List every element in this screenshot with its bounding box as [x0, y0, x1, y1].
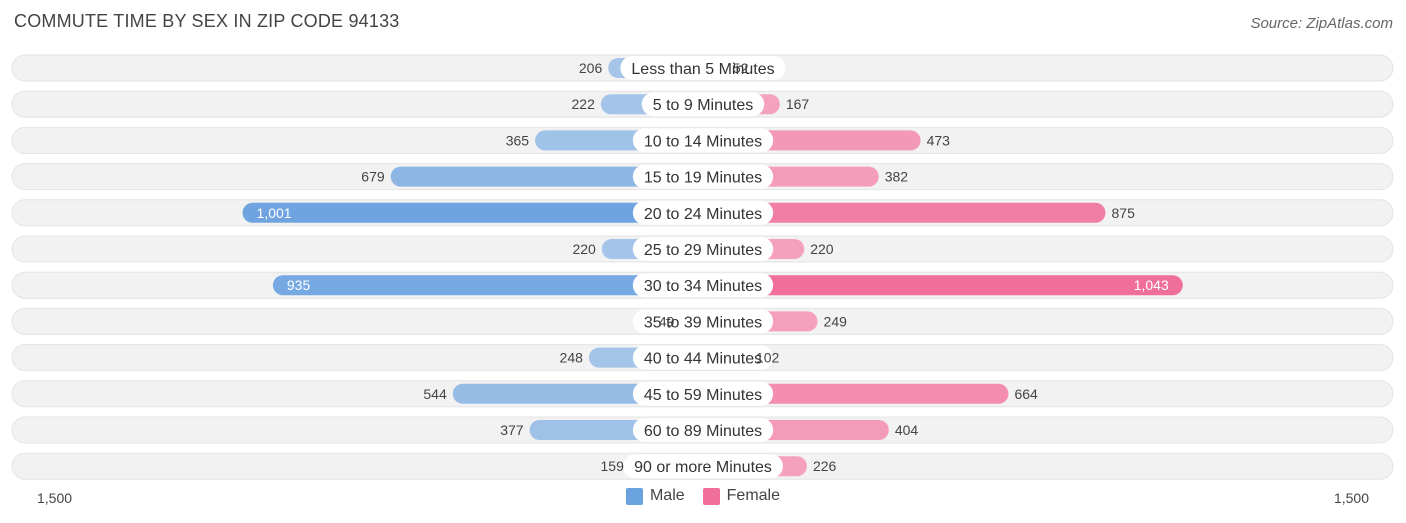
- legend-label-male: Male: [649, 487, 685, 504]
- value-label-female: 167: [786, 96, 810, 112]
- category-label: 45 to 59 Minutes: [644, 387, 762, 404]
- category-label-pill: [632, 164, 774, 189]
- chart-row: 20 to 24 Minutes 1,001 875: [11, 199, 1394, 227]
- chart-legend: Male Female: [0, 487, 1406, 505]
- bar-female[interactable]: [703, 202, 1106, 223]
- legend-item-female[interactable]: Female: [702, 487, 781, 505]
- legend-item-male[interactable]: Male: [625, 487, 685, 505]
- chart-title: COMMUTE TIME BY SEX IN ZIP CODE 94133: [14, 11, 400, 31]
- axis-label-left: 1,500: [37, 490, 73, 506]
- value-label-female: 875: [1112, 205, 1136, 221]
- value-label-female: 473: [927, 132, 951, 148]
- chart-row: 90 or more Minutes 159 226: [11, 452, 1394, 480]
- category-label-pill: [632, 237, 774, 261]
- value-label-male: 49: [659, 313, 675, 329]
- category-label-pill: [632, 345, 774, 370]
- chart-row: 5 to 9 Minutes 222 167: [11, 90, 1394, 118]
- value-label-male: 544: [423, 386, 447, 402]
- category-label: 30 to 34 Minutes: [644, 278, 762, 295]
- category-label-pill: [620, 56, 786, 80]
- legend-swatch-female: [702, 487, 720, 505]
- chart-row: Less than 5 Minutes 206 52: [11, 54, 1394, 82]
- value-label-male: 222: [572, 96, 596, 112]
- value-label-female: 102: [756, 350, 780, 366]
- category-label: 60 to 89 Minutes: [644, 423, 762, 440]
- category-label: 15 to 19 Minutes: [644, 170, 762, 187]
- chart-row: 60 to 89 Minutes 377 404: [11, 416, 1394, 444]
- value-label-female: 664: [1014, 386, 1038, 402]
- category-label: 35 to 39 Minutes: [644, 314, 762, 331]
- chart-row: 10 to 14 Minutes 365 473: [11, 126, 1394, 154]
- value-label-female: 404: [895, 422, 919, 438]
- category-label: 90 or more Minutes: [634, 459, 772, 476]
- value-label-female: 220: [810, 241, 834, 257]
- category-label-pill: [632, 128, 774, 153]
- legend-swatch-male: [625, 487, 643, 505]
- chart-row: 15 to 19 Minutes 679 382: [11, 163, 1394, 191]
- value-label-male: 377: [500, 422, 524, 438]
- category-label: 40 to 44 Minutes: [644, 351, 762, 368]
- category-label-pill: [632, 381, 774, 406]
- chart-row: 30 to 34 Minutes 935 1,043: [11, 271, 1394, 299]
- value-label-female: 249: [824, 313, 848, 329]
- category-label-pill: [632, 200, 774, 225]
- value-label-male: 248: [560, 350, 584, 366]
- value-label-male: 220: [572, 241, 596, 257]
- chart-source: Source: ZipAtlas.com: [1250, 15, 1393, 32]
- legend-label-female: Female: [726, 487, 781, 504]
- value-label-male: 935: [287, 277, 311, 293]
- value-label-male: 1,001: [257, 205, 292, 221]
- category-label-pill: [632, 273, 774, 298]
- chart-row: 25 to 29 Minutes 220 220: [11, 235, 1394, 263]
- value-label-female: 52: [733, 60, 749, 76]
- category-label-pill: [641, 92, 765, 117]
- bar-male[interactable]: [272, 275, 703, 296]
- bar-female[interactable]: [703, 275, 1183, 296]
- bar-male[interactable]: [242, 202, 704, 223]
- diverging-bar-chart: Less than 5 Minutes 206 52 5 to 9 Minutes 22…: [11, 54, 1394, 480]
- category-label-pill: [632, 309, 774, 334]
- chart-row: 40 to 44 Minutes 248 102: [11, 344, 1394, 372]
- value-label-male: 679: [361, 169, 385, 185]
- value-label-male: 206: [579, 60, 603, 76]
- bar-male[interactable]: [390, 166, 703, 187]
- axis-label-right: 1,500: [1333, 490, 1369, 506]
- category-label-pill: [632, 418, 774, 442]
- category-label: 20 to 24 Minutes: [644, 206, 762, 223]
- category-label-pill: [623, 454, 783, 479]
- category-label: 5 to 9 Minutes: [653, 97, 754, 114]
- value-label-female: 226: [813, 458, 837, 474]
- bar-female[interactable]: [703, 383, 1009, 404]
- value-label-male: 159: [601, 458, 625, 474]
- value-label-male: 365: [506, 132, 530, 148]
- category-label: 10 to 14 Minutes: [644, 133, 762, 150]
- category-label: 25 to 29 Minutes: [644, 242, 762, 259]
- category-label: Less than 5 Minutes: [631, 61, 774, 78]
- chart-row: 45 to 59 Minutes 544 664: [11, 380, 1394, 408]
- value-label-female: 382: [885, 169, 909, 185]
- value-label-female: 1,043: [1134, 277, 1169, 293]
